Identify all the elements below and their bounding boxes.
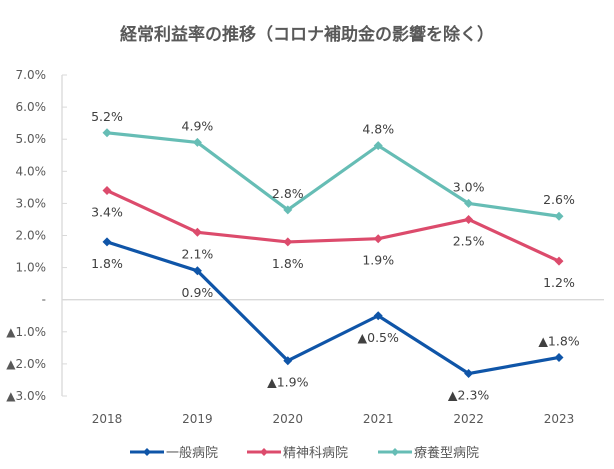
- series-line: [105, 188, 561, 263]
- legend-label: 一般病院: [166, 445, 218, 461]
- data-label: 2.6%: [543, 192, 575, 207]
- y-tick-label: 1.0%: [16, 261, 47, 275]
- data-point-marker: [283, 237, 293, 247]
- data-point-marker: [102, 237, 112, 247]
- data-label: 4.8%: [362, 122, 394, 137]
- data-labels: 1.8% 0.9% ▲1.9% ▲0.5% ▲2.3% ▲1.8% 3.4% 2.1% 1.8%…: [91, 109, 580, 403]
- y-tick-label: 2.0%: [16, 229, 47, 243]
- data-label: ▲1.9%: [267, 375, 308, 390]
- data-label: 2.1%: [182, 246, 214, 261]
- data-label: ▲2.3%: [448, 388, 489, 403]
- data-point-marker: [283, 205, 293, 215]
- data-label: 2.8%: [272, 186, 304, 201]
- legend-label: 精神科病院: [283, 446, 348, 461]
- data-point-marker: [373, 141, 383, 151]
- series-2: [102, 186, 564, 266]
- y-tick-label: ▲3.0%: [6, 389, 46, 403]
- data-point-marker: [373, 234, 383, 244]
- y-tick-label: ▲1.0%: [6, 325, 46, 339]
- y-tick-label: 5.0%: [16, 132, 47, 146]
- y-tick-label: 4.0%: [16, 164, 47, 178]
- data-point-marker: [192, 227, 202, 237]
- data-label: 1.9%: [362, 253, 394, 268]
- legend: 一般病院 精神科病院 療養型病院: [130, 445, 479, 461]
- x-tick-label: 2022: [453, 412, 484, 426]
- y-tick-label: 3.0%: [16, 196, 47, 210]
- data-label: ▲0.5%: [358, 330, 399, 345]
- data-point-marker: [102, 128, 112, 138]
- x-tick-label: 2021: [363, 412, 394, 426]
- x-tick-label: 2023: [544, 412, 575, 426]
- legend-marker-icon: [260, 448, 268, 456]
- data-point-marker: [192, 266, 202, 276]
- data-label: 3.4%: [91, 205, 123, 220]
- data-label: 5.2%: [91, 109, 123, 124]
- data-point-marker: [373, 311, 383, 321]
- data-point-marker: [464, 198, 474, 208]
- data-label: ▲1.8%: [538, 333, 579, 348]
- data-label: 3.0%: [453, 179, 485, 194]
- y-tick-label: 7.0%: [16, 68, 47, 82]
- legend-marker-icon: [391, 448, 399, 456]
- legend-item-1: 一般病院: [130, 445, 218, 461]
- axes: 7.0% 6.0% 5.0% 4.0% 3.0% 2.0% 1.0% - ▲1.0% ▲2.0% ▲…: [6, 68, 604, 426]
- y-tick-label: 6.0%: [16, 100, 47, 114]
- data-point-marker: [554, 352, 564, 362]
- series-1: [102, 237, 564, 379]
- data-point-marker: [283, 356, 293, 366]
- legend-marker-icon: [143, 448, 151, 456]
- x-tick-label: 2020: [273, 412, 304, 426]
- data-label: 1.8%: [91, 256, 123, 271]
- series-3: [102, 128, 564, 221]
- data-label: 0.9%: [182, 285, 214, 300]
- legend-item-3: 療養型病院: [378, 445, 479, 461]
- x-tick-label: 2018: [92, 412, 123, 426]
- data-point-marker: [102, 186, 112, 196]
- legend-label: 療養型病院: [414, 445, 479, 461]
- data-point-marker: [554, 256, 564, 266]
- y-tick-label: -: [42, 293, 46, 307]
- legend-item-2: 精神科病院: [247, 446, 348, 461]
- series-line: [105, 240, 561, 376]
- data-label: 4.9%: [182, 118, 214, 133]
- data-point-marker: [192, 137, 202, 147]
- data-label: 2.5%: [453, 233, 485, 248]
- series-line: [105, 131, 561, 218]
- chart-title: 経常利益率の推移（コロナ補助金の影響を除く）: [120, 24, 494, 45]
- data-point-marker: [464, 214, 474, 224]
- data-label: 1.2%: [543, 275, 575, 290]
- y-tick-label: ▲2.0%: [6, 357, 46, 371]
- x-tick-label: 2019: [182, 412, 213, 426]
- data-point-marker: [554, 211, 564, 221]
- data-point-marker: [464, 369, 474, 379]
- data-label: 1.8%: [272, 256, 304, 271]
- series-layer: [102, 128, 564, 379]
